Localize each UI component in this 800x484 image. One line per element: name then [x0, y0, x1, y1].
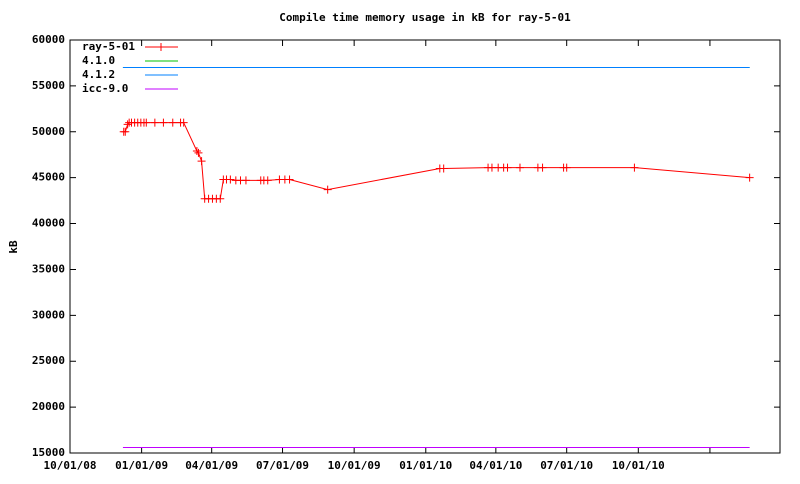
point-marker — [121, 127, 130, 136]
point-marker — [226, 175, 235, 184]
x-tick-label: 01/01/09 — [115, 459, 168, 472]
point-marker — [216, 194, 225, 203]
x-tick-label: 10/01/10 — [612, 459, 665, 472]
y-tick-label: 45000 — [32, 171, 65, 184]
point-marker — [123, 120, 132, 129]
y-axis-label: kB — [7, 240, 20, 254]
point-marker — [562, 163, 571, 172]
point-marker — [503, 163, 512, 172]
point-marker — [538, 163, 547, 172]
x-tick-label: 04/01/09 — [185, 459, 238, 472]
point-marker — [439, 164, 448, 173]
y-tick-label: 50000 — [32, 125, 65, 138]
point-marker — [263, 176, 272, 185]
point-marker — [150, 118, 159, 127]
y-tick-label: 55000 — [32, 79, 65, 92]
y-tick-label: 35000 — [32, 262, 65, 275]
y-tick-label: 15000 — [32, 446, 65, 459]
y-tick-label: 30000 — [32, 308, 65, 321]
point-marker — [142, 118, 151, 127]
legend-label: icc-9.0 — [82, 82, 128, 95]
x-tick-label: 07/01/09 — [256, 459, 309, 472]
plot-border — [69, 39, 781, 454]
y-tick-label: 60000 — [32, 33, 65, 46]
legend-label: 4.1.0 — [82, 54, 115, 67]
legend-label: 4.1.2 — [82, 68, 115, 81]
point-marker — [197, 157, 206, 166]
point-marker — [159, 118, 168, 127]
legend-marker — [157, 43, 165, 51]
x-tick-label: 04/01/10 — [469, 459, 522, 472]
y-tick-label: 40000 — [32, 217, 65, 230]
point-marker — [323, 185, 332, 194]
series-line — [123, 122, 750, 200]
point-marker — [179, 118, 188, 127]
chart-title: Compile time memory usage in kB for ray-… — [279, 11, 571, 24]
point-marker — [745, 173, 754, 182]
x-tick-label: 01/01/10 — [399, 459, 452, 472]
point-marker — [192, 147, 201, 156]
point-marker — [168, 118, 177, 127]
point-marker — [194, 148, 203, 157]
x-tick-label: 10/01/08 — [44, 459, 97, 472]
legend-label: ray-5-01 — [82, 40, 135, 53]
point-marker — [515, 163, 524, 172]
point-marker — [241, 176, 250, 185]
x-tick-label: 10/01/09 — [328, 459, 381, 472]
point-marker — [630, 163, 639, 172]
point-marker — [285, 175, 294, 184]
x-tick-label: 07/01/10 — [540, 459, 593, 472]
y-tick-label: 25000 — [32, 354, 65, 367]
y-tick-label: 20000 — [32, 400, 65, 413]
